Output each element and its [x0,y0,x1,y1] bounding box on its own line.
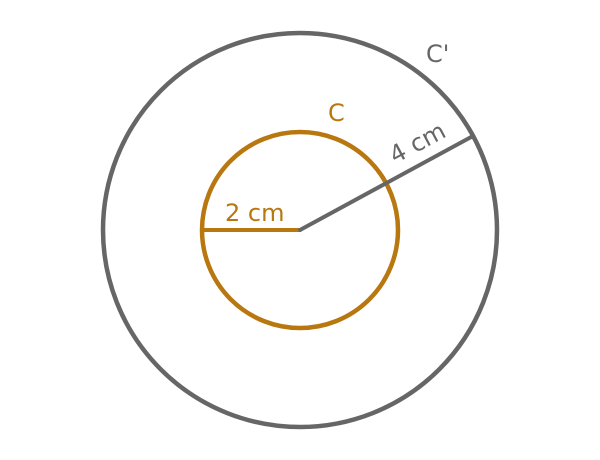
outer-circle [100,30,500,430]
outer-radius-label: 4 cm [385,117,451,170]
inner-radius-label: 2 cm [225,199,284,227]
inner-circle-label: C [328,99,345,127]
outer-circle-label: C' [426,40,449,68]
outer-radius-line [298,134,475,232]
